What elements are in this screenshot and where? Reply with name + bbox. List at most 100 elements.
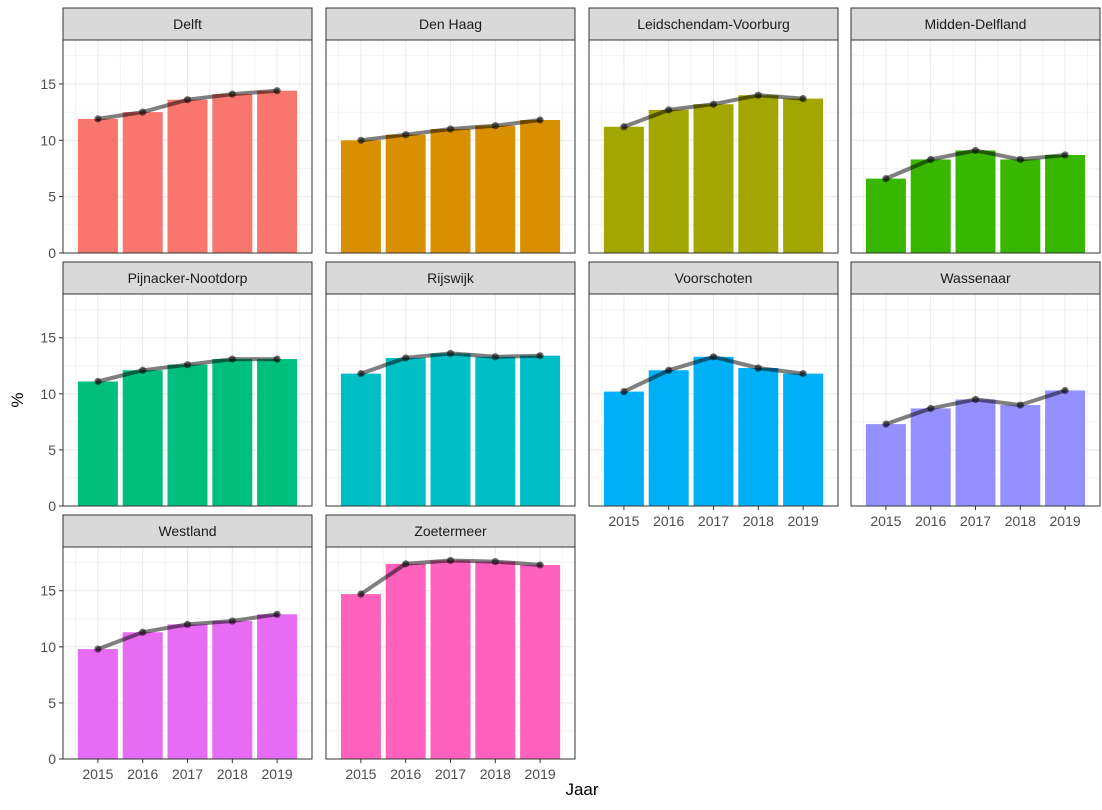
point-westland-2016 (139, 628, 147, 636)
y-tick-label: 5 (48, 442, 56, 458)
point-westland-2015 (94, 645, 102, 653)
x-tick-label: 2017 (435, 766, 466, 782)
x-tick-label: 2019 (262, 766, 293, 782)
strip-den-haag (325, 7, 576, 41)
point-wassenaar-2018 (1016, 401, 1024, 409)
strip-pijnacker-nootdorp (62, 261, 313, 295)
bar-midden-delfland-2019 (1045, 154, 1086, 253)
x-tick-label: 2016 (390, 766, 421, 782)
x-tick-label: 2018 (217, 766, 248, 782)
point-zoetermeer-2017 (446, 556, 455, 565)
bar-leidschendam-voorburg-2015 (603, 126, 644, 253)
point-leidschendam-voorburg-2017 (709, 100, 718, 108)
point-delft-2015 (94, 115, 102, 123)
x-tick-label: 2018 (1005, 513, 1036, 529)
bar-midden-delfland-2015 (865, 178, 906, 253)
point-leidschendam-voorburg-2018 (754, 91, 762, 99)
point-voorschoten-2017 (709, 353, 718, 361)
bar-pijnacker-nootdorp-2017 (167, 364, 208, 506)
strip-rijswijk (325, 261, 576, 295)
strip-label-wassenaar: Wassenaar (940, 270, 1011, 286)
point-wassenaar-2016 (927, 404, 935, 413)
bar-wassenaar-2016 (910, 408, 951, 506)
point-zoetermeer-2016 (402, 560, 410, 568)
y-tick-label: 5 (48, 695, 56, 711)
bar-pijnacker-nootdorp-2018 (212, 359, 253, 506)
point-voorschoten-2019 (799, 370, 807, 378)
strip-label-voorschoten: Voorschoten (675, 270, 753, 286)
bar-westland-2019 (257, 614, 298, 759)
point-den-haag-2018 (491, 122, 499, 130)
bar-wassenaar-2019 (1045, 390, 1086, 506)
strip-wassenaar (850, 261, 1101, 295)
bar-den-haag-2018 (475, 125, 516, 253)
y-tick-label: 0 (48, 498, 56, 514)
point-rijswijk-2018 (491, 353, 499, 361)
y-tick-label: 5 (48, 189, 56, 205)
x-tick-label: 2017 (960, 513, 991, 529)
x-tick-label: 2018 (480, 766, 511, 782)
strip-label-leidschendam-voorburg: Leidschendam-Voorburg (637, 16, 790, 32)
bar-leidschendam-voorburg-2018 (738, 95, 779, 253)
point-pijnacker-nootdorp-2017 (183, 361, 192, 369)
bar-leidschendam-voorburg-2017 (693, 104, 734, 253)
bar-voorschoten-2017 (693, 356, 734, 506)
bar-westland-2017 (167, 624, 208, 759)
point-wassenaar-2015 (882, 420, 890, 428)
bar-delft-2016 (122, 112, 163, 253)
point-leidschendam-voorburg-2016 (665, 106, 673, 114)
bar-midden-delfland-2018 (1000, 159, 1041, 253)
bar-den-haag-2017 (430, 129, 471, 253)
bar-rijswijk-2016 (385, 357, 426, 506)
x-tick-label: 2017 (172, 766, 203, 782)
y-tick-label: 10 (40, 639, 56, 655)
bar-voorschoten-2018 (738, 368, 779, 506)
bar-den-haag-2016 (385, 134, 426, 253)
strip-label-zoetermeer: Zoetermeer (414, 523, 487, 539)
bar-delft-2018 (212, 94, 253, 253)
strip-label-westland: Westland (158, 523, 216, 539)
point-den-haag-2017 (446, 125, 455, 133)
bar-delft-2019 (257, 90, 298, 253)
x-tick-label: 2015 (870, 513, 901, 529)
point-voorschoten-2016 (665, 366, 673, 374)
point-rijswijk-2016 (402, 354, 410, 362)
x-tick-label: 2016 (915, 513, 946, 529)
bar-leidschendam-voorburg-2016 (648, 109, 689, 253)
bar-zoetermeer-2016 (385, 563, 426, 759)
bar-delft-2015 (77, 118, 118, 253)
bar-den-haag-2015 (340, 140, 381, 253)
point-wassenaar-2019 (1061, 386, 1069, 395)
point-pijnacker-nootdorp-2016 (139, 366, 147, 374)
bar-voorschoten-2015 (603, 391, 644, 506)
y-tick-label: 15 (40, 76, 56, 92)
point-delft-2016 (139, 108, 147, 116)
point-midden-delfland-2019 (1061, 151, 1069, 159)
point-westland-2017 (183, 620, 192, 628)
y-tick-label: 0 (48, 245, 56, 261)
point-zoetermeer-2015 (357, 590, 365, 598)
bar-den-haag-2019 (520, 120, 561, 254)
point-westland-2019 (273, 610, 281, 618)
bar-pijnacker-nootdorp-2019 (257, 359, 298, 506)
point-den-haag-2016 (402, 131, 410, 139)
bar-leidschendam-voorburg-2019 (783, 98, 824, 253)
bar-voorschoten-2019 (783, 373, 824, 506)
point-voorschoten-2015 (620, 387, 628, 396)
bar-wassenaar-2018 (1000, 405, 1041, 506)
bar-zoetermeer-2019 (520, 564, 561, 759)
point-midden-delfland-2017 (971, 146, 980, 155)
x-tick-label: 2019 (788, 513, 819, 529)
point-den-haag-2015 (357, 136, 365, 144)
x-tick-label: 2015 (82, 766, 113, 782)
y-tick-label: 0 (48, 751, 56, 767)
bar-zoetermeer-2018 (475, 561, 516, 759)
bar-westland-2015 (77, 649, 118, 759)
point-midden-delfland-2018 (1016, 155, 1024, 164)
bar-westland-2018 (212, 621, 253, 759)
bar-rijswijk-2018 (475, 356, 516, 506)
point-westland-2018 (228, 617, 236, 625)
bar-zoetermeer-2017 (430, 560, 471, 759)
point-rijswijk-2017 (446, 349, 455, 358)
